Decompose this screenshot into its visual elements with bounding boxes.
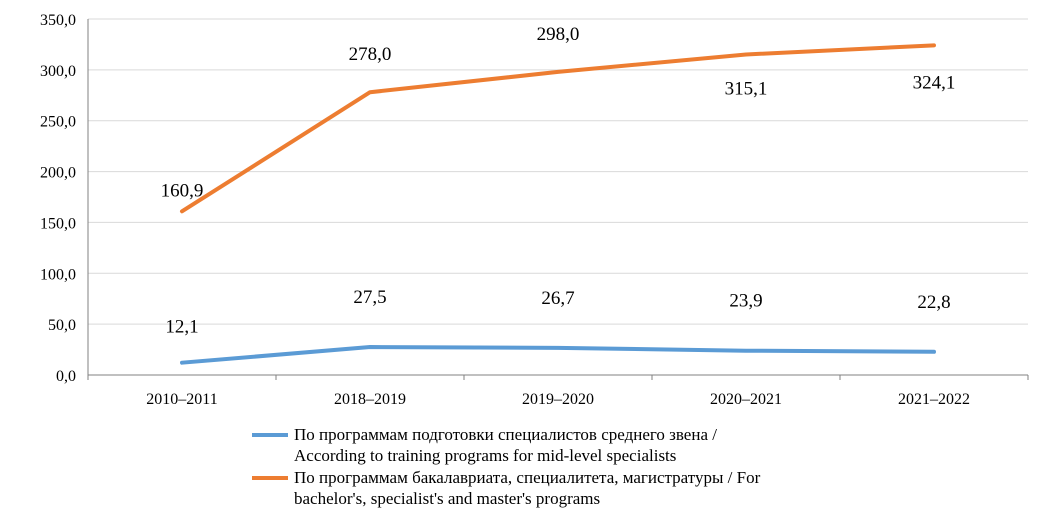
y-tick-label: 150,0 — [40, 215, 76, 232]
y-tick-label: 250,0 — [40, 114, 76, 131]
y-tick-label: 50,0 — [48, 317, 76, 334]
legend-swatch-higher-ed — [252, 476, 288, 480]
data-label: 160,9 — [161, 180, 204, 201]
legend-item-mid-level: По программам подготовки специалистов ср… — [252, 424, 892, 466]
legend-swatch-mid-level — [252, 433, 288, 437]
data-label: 315,1 — [725, 78, 768, 99]
legend-label-mid-level-ru: По программам подготовки специалистов ср… — [294, 425, 717, 444]
line-chart: 0,0 50,0 100,0 150,0 200,0 250,0 300,0 350,0 201… — [40, 12, 1029, 408]
x-tick-label: 2020–2021 — [710, 391, 782, 408]
y-tick-label: 300,0 — [40, 63, 76, 80]
series-line-higher-ed — [180, 43, 936, 214]
legend-item-higher-ed: По программам бакалавриата, специалитета… — [252, 467, 892, 509]
data-label: 278,0 — [349, 44, 392, 65]
legend-label-higher-ed-ru: По программам бакалавриата, специалитета… — [294, 468, 761, 487]
data-label: 324,1 — [913, 72, 956, 93]
data-label: 12,1 — [165, 317, 198, 338]
y-tick-label: 0,0 — [56, 368, 76, 385]
series-line-mid-level — [180, 345, 936, 365]
data-label: 23,9 — [729, 291, 762, 312]
y-tick-label: 350,0 — [40, 12, 76, 29]
x-tick-label: 2021–2022 — [898, 391, 970, 408]
legend: По программам подготовки специалистов ср… — [252, 424, 892, 510]
legend-label-mid-level-en: According to training programs for mid-l… — [294, 446, 677, 465]
x-tick-label: 2018–2019 — [334, 391, 406, 408]
data-label: 26,7 — [541, 288, 574, 309]
x-tick-label: 2010–2011 — [146, 391, 217, 408]
legend-label-higher-ed-en: bachelor's, specialist's and master's pr… — [294, 489, 601, 508]
data-label: 22,8 — [917, 292, 950, 313]
y-tick-label: 200,0 — [40, 165, 76, 182]
x-tick-label: 2019–2020 — [522, 391, 594, 408]
y-tick-label: 100,0 — [40, 266, 76, 283]
data-label: 27,5 — [353, 287, 386, 308]
data-label: 298,0 — [537, 24, 580, 45]
